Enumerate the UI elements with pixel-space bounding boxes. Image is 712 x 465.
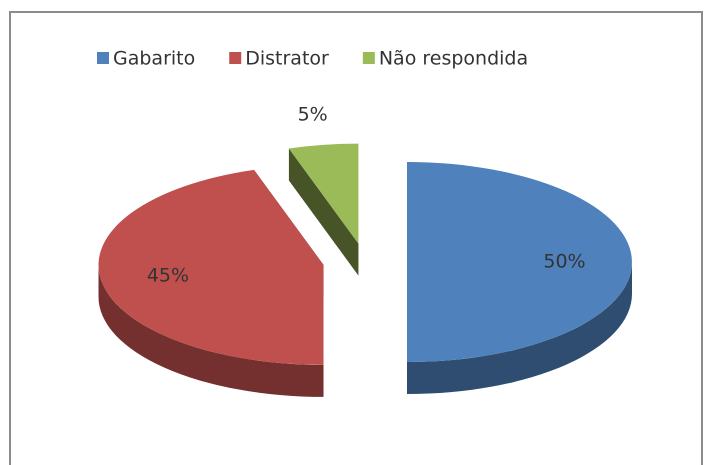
legend-swatch [362,52,375,64]
slice-side [407,262,632,394]
pie-tops [98,143,632,365]
slice-side [98,264,324,397]
slice [407,162,632,362]
legend-swatch [97,52,109,64]
data-label: 50% [543,251,585,273]
slice-wall [288,148,359,276]
legend-label: Gabarito [113,48,195,70]
legend-swatch [229,52,242,64]
legend: Gabarito Distrator Não respondida [97,48,528,70]
legend-label: Distrator [245,48,329,70]
data-label: 45% [147,264,189,286]
legend-label: Não respondida [379,48,528,70]
slice [98,169,324,365]
data-label: 5% [298,104,328,126]
slice [288,143,359,244]
